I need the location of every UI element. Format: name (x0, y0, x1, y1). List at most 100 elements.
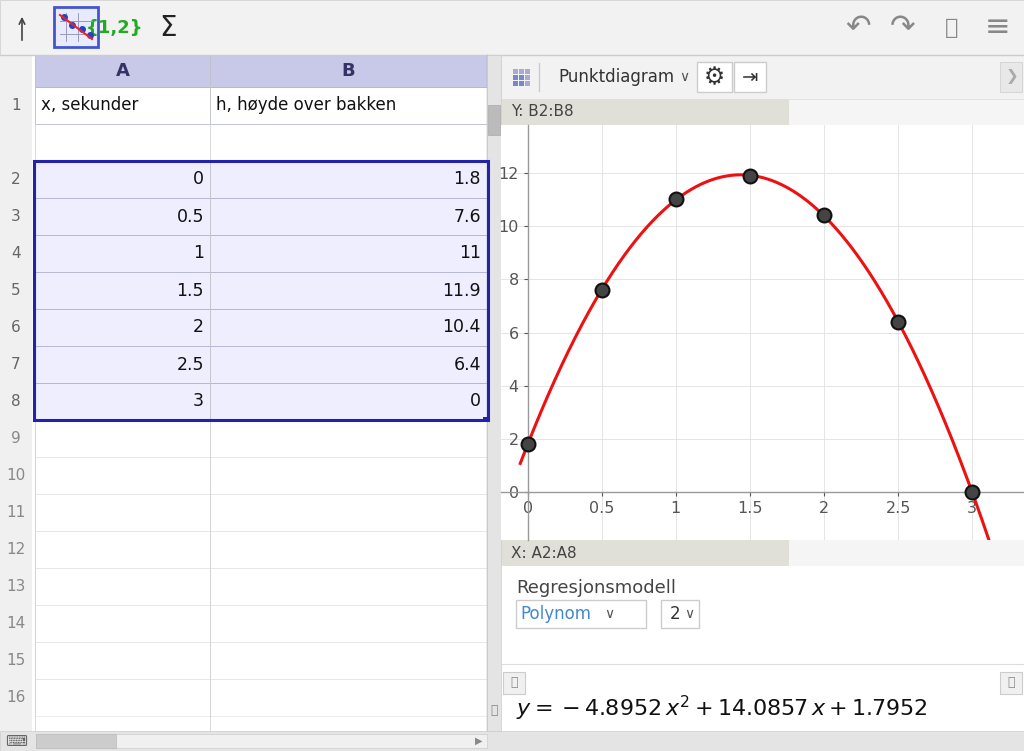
Bar (210, 531, 487, 568)
Bar (513, 69, 518, 74)
Bar (525, 75, 530, 80)
Text: 1.5: 1.5 (176, 282, 204, 300)
Text: 6.4: 6.4 (454, 355, 481, 373)
Text: x, sekunder: x, sekunder (41, 96, 138, 114)
Text: ⚙: ⚙ (703, 65, 725, 89)
Text: 9: 9 (11, 431, 20, 446)
Bar (0, 0, 1024, 55)
Text: B: B (342, 62, 355, 80)
Bar (210, 494, 487, 531)
Bar (35, 457, 210, 494)
Bar (35, 55, 210, 87)
Bar (35, 420, 210, 457)
Text: 1.8: 1.8 (454, 170, 481, 189)
Text: 0: 0 (470, 393, 481, 411)
Bar (36, 734, 487, 748)
Bar (35, 642, 210, 679)
Bar (519, 69, 524, 74)
Bar (34, 161, 488, 420)
Text: 7.6: 7.6 (454, 207, 481, 225)
Bar (35, 309, 210, 346)
Text: 2.5: 2.5 (176, 355, 204, 373)
Text: 2: 2 (193, 318, 204, 336)
Bar (210, 642, 487, 679)
Bar (501, 566, 1024, 666)
Text: X: A2:A8: X: A2:A8 (511, 545, 577, 560)
Text: 1: 1 (11, 98, 20, 113)
Text: 14: 14 (6, 616, 26, 631)
Text: Regresjonsmodell: Regresjonsmodell (516, 579, 676, 597)
Bar (483, 417, 488, 422)
Bar (210, 235, 487, 272)
Bar (35, 272, 210, 309)
Point (816, 210, 833, 222)
Text: ↶: ↶ (845, 13, 870, 42)
Bar (36, 734, 116, 748)
Text: 6: 6 (11, 320, 20, 335)
Bar (1000, 62, 1022, 92)
Bar (516, 600, 646, 628)
Text: 10: 10 (6, 468, 26, 483)
Text: ↷: ↷ (890, 13, 915, 42)
Bar (35, 568, 210, 605)
Bar (501, 666, 1024, 751)
Text: 7: 7 (11, 357, 20, 372)
Text: ⌨: ⌨ (5, 734, 27, 749)
Bar (35, 531, 210, 568)
Text: 5: 5 (11, 283, 20, 298)
Text: ❯: ❯ (1006, 70, 1019, 85)
Bar (697, 62, 732, 92)
Bar (210, 605, 487, 642)
Point (741, 170, 758, 182)
Bar (488, 105, 500, 135)
Bar (35, 494, 210, 531)
Bar (210, 568, 487, 605)
Bar (210, 161, 487, 198)
Text: ⇥: ⇥ (741, 68, 758, 86)
Text: Σ: Σ (160, 14, 177, 41)
Point (519, 439, 536, 451)
Bar (35, 605, 210, 642)
Bar (210, 55, 487, 87)
Bar (501, 99, 788, 125)
Bar (501, 55, 1024, 751)
Text: 11: 11 (459, 245, 481, 263)
Text: 15: 15 (6, 653, 26, 668)
Text: ⛶: ⛶ (510, 677, 518, 689)
Text: Punktdiagram: Punktdiagram (558, 68, 674, 86)
Text: 2: 2 (11, 172, 20, 187)
Text: 3: 3 (11, 209, 20, 224)
Bar (1000, 672, 1022, 694)
Bar (35, 87, 210, 124)
Bar (35, 346, 210, 383)
Bar (525, 81, 530, 86)
Text: 0: 0 (193, 170, 204, 189)
Bar (210, 420, 487, 457)
Text: h, høyde over bakken: h, høyde over bakken (216, 96, 396, 114)
Text: ∨: ∨ (604, 607, 614, 621)
Bar (501, 540, 788, 566)
Text: ∨: ∨ (679, 70, 689, 84)
Text: 4: 4 (11, 246, 20, 261)
Text: 🔍: 🔍 (945, 17, 958, 38)
Bar (210, 198, 487, 235)
Text: 0.5: 0.5 (176, 207, 204, 225)
Bar (662, 600, 699, 628)
Bar (503, 672, 525, 694)
Bar (513, 75, 518, 80)
Text: ∨: ∨ (684, 607, 694, 621)
Bar (0, 55, 487, 731)
Text: Y: B2:B8: Y: B2:B8 (511, 104, 573, 119)
Text: ▶: ▶ (475, 736, 482, 746)
Bar (0, 55, 32, 731)
Text: Polynom: Polynom (520, 605, 592, 623)
Text: 10.4: 10.4 (442, 318, 481, 336)
Bar (501, 55, 1024, 99)
Bar (35, 679, 210, 716)
Text: 1: 1 (193, 245, 204, 263)
Text: 2: 2 (670, 605, 680, 623)
Bar (210, 679, 487, 716)
Point (668, 194, 684, 206)
Bar (519, 81, 524, 86)
Text: 3: 3 (193, 393, 204, 411)
